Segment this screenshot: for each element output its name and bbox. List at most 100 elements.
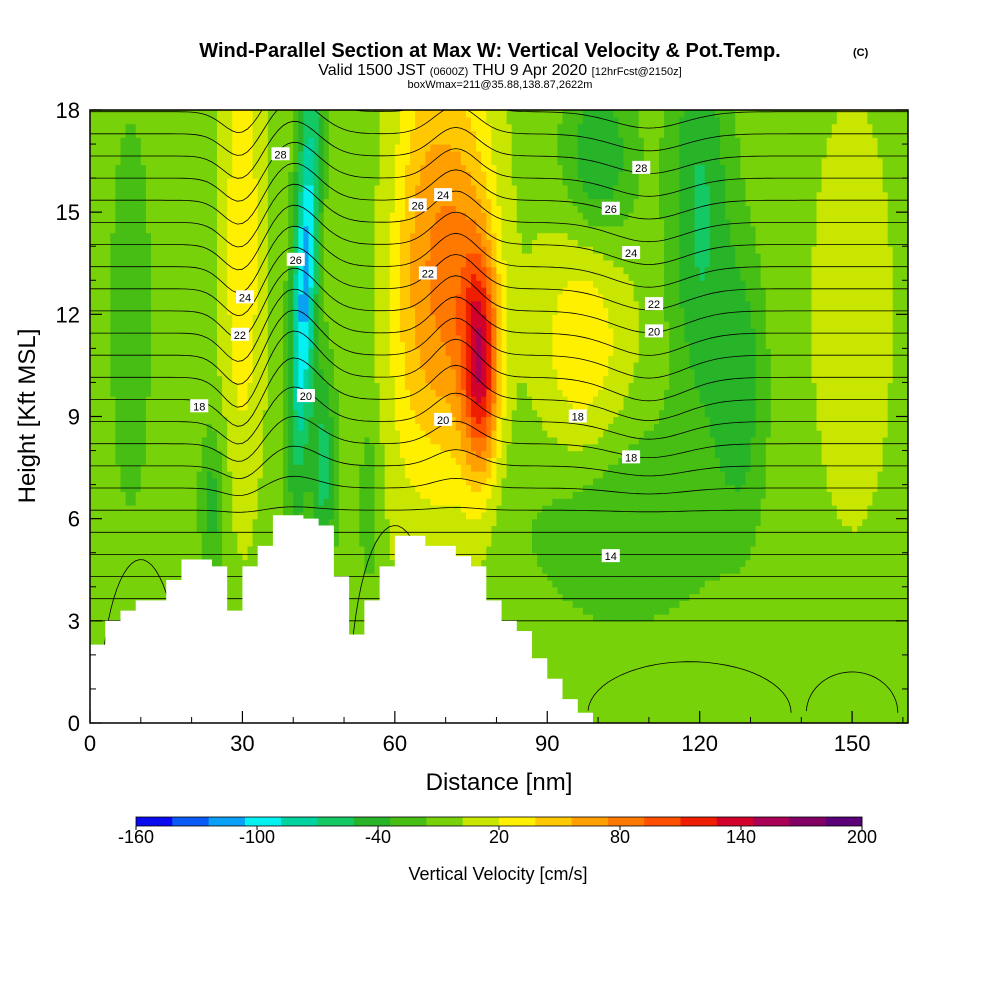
velocity-cell — [176, 253, 183, 261]
velocity-cell — [130, 300, 137, 309]
velocity-cell — [90, 450, 96, 458]
velocity-cell — [120, 348, 127, 356]
velocity-cell — [186, 423, 193, 431]
velocity-cell — [283, 382, 289, 390]
velocity-cell — [156, 184, 162, 193]
velocity-cell — [318, 423, 325, 431]
velocity-cell — [211, 232, 218, 241]
velocity-cell — [90, 368, 96, 377]
velocity-cell — [105, 593, 111, 601]
velocity-cell — [130, 498, 137, 506]
velocity-cell — [211, 239, 218, 247]
velocity-cell — [252, 368, 259, 377]
velocity-cell — [364, 525, 371, 533]
velocity-cell — [308, 225, 315, 234]
velocity-cell — [267, 212, 274, 220]
velocity-cell — [120, 450, 127, 458]
velocity-cell — [364, 225, 371, 234]
velocity-cell — [181, 259, 188, 268]
velocity-cell — [115, 321, 122, 329]
velocity-cell — [344, 198, 350, 206]
velocity-cell — [237, 205, 244, 213]
velocity-cell — [130, 123, 137, 132]
velocity-cell — [344, 314, 350, 322]
velocity-cell — [95, 334, 101, 343]
velocity-cell — [293, 191, 299, 200]
velocity-cell — [242, 396, 249, 404]
velocity-cell — [201, 525, 208, 533]
velocity-cell — [181, 280, 188, 288]
velocity-cell — [293, 144, 299, 152]
velocity-cell — [293, 396, 299, 404]
velocity-cell — [150, 232, 157, 241]
velocity-cell — [171, 552, 177, 561]
velocity-cell — [222, 266, 228, 275]
velocity-cell — [150, 505, 157, 513]
velocity-cell — [328, 389, 335, 397]
velocity-cell — [359, 232, 365, 241]
velocity-cell — [161, 498, 167, 506]
velocity-cell — [338, 259, 345, 268]
velocity-cell — [176, 559, 183, 567]
velocity-cell — [206, 307, 213, 315]
velocity-cell — [262, 137, 269, 145]
velocity-cell — [95, 144, 101, 152]
velocity-cell — [333, 178, 340, 186]
velocity-cell — [349, 614, 355, 622]
velocity-cell — [176, 436, 183, 445]
velocity-cell — [338, 443, 345, 452]
velocity-cell — [110, 600, 116, 608]
velocity-cell — [222, 355, 228, 363]
velocity-cell — [283, 110, 289, 118]
velocity-cell — [150, 314, 157, 322]
velocity-cell — [323, 191, 330, 200]
velocity-cell — [125, 450, 132, 458]
velocity-cell — [181, 457, 188, 465]
velocity-cell — [338, 253, 345, 261]
velocity-cell — [156, 314, 162, 322]
velocity-cell — [272, 443, 279, 452]
velocity-cell — [293, 416, 299, 424]
velocity-cell — [115, 579, 122, 588]
velocity-cell — [252, 327, 259, 336]
velocity-cell — [354, 518, 360, 527]
velocity-cell — [237, 430, 244, 438]
velocity-cell — [217, 430, 223, 438]
velocity-cell — [95, 327, 101, 336]
velocity-cell — [105, 525, 111, 533]
velocity-cell — [354, 368, 360, 377]
velocity-cell — [293, 334, 299, 343]
velocity-cell — [293, 341, 299, 349]
velocity-cell — [298, 239, 304, 247]
velocity-cell — [232, 266, 238, 275]
velocity-cell — [191, 436, 198, 445]
velocity-cell — [130, 239, 137, 247]
velocity-cell — [191, 416, 198, 424]
velocity-cell — [252, 470, 259, 479]
velocity-cell — [349, 464, 355, 472]
velocity-cell — [105, 253, 111, 261]
velocity-cell — [349, 600, 355, 608]
velocity-cell — [354, 110, 360, 118]
velocity-cell — [232, 539, 238, 547]
velocity-cell — [196, 525, 203, 533]
velocity-cell — [247, 239, 254, 247]
velocity-cell — [333, 205, 340, 213]
velocity-cell — [125, 280, 132, 288]
velocity-cell — [105, 321, 111, 329]
velocity-cell — [191, 287, 198, 295]
velocity-cell — [344, 157, 350, 166]
velocity-cell — [242, 436, 249, 445]
velocity-cell — [145, 293, 152, 302]
velocity-cell — [100, 123, 106, 132]
velocity-cell — [344, 355, 350, 363]
velocity-cell — [181, 505, 188, 513]
velocity-cell — [201, 184, 208, 193]
velocity-cell — [262, 525, 269, 533]
velocity-cell — [222, 253, 228, 261]
velocity-cell — [140, 246, 147, 254]
velocity-cell — [130, 409, 137, 418]
velocity-cell — [110, 423, 116, 431]
velocity-cell — [354, 225, 360, 234]
velocity-cell — [303, 314, 310, 322]
